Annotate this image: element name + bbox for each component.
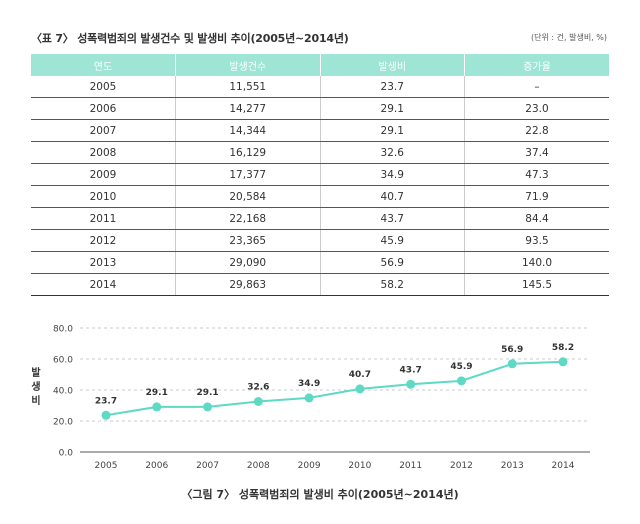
cell-growth: 145.5 xyxy=(464,273,609,296)
cell-rate: 58.2 xyxy=(319,273,465,296)
data-table: 연도 발생건수 발생비 증가율 2005 11,551 23.7– 2006 14,2… xyxy=(31,54,609,296)
data-point xyxy=(203,402,213,412)
table-header-row: 연도 발생건수 발생비 증가율 xyxy=(31,54,609,76)
header-rate: 발생비 xyxy=(319,54,465,76)
cell-count: 29,090 xyxy=(175,251,320,274)
cell-growth: 140.0 xyxy=(464,251,609,274)
line-chart: 0.0 20.0 40.0 60.0 80.0 발생비 2005 2006 2007 2008 20… xyxy=(31,325,590,471)
cell-rate: 34.9 xyxy=(319,163,465,186)
cell-year: 2005 xyxy=(31,76,176,98)
cell-growth: 84.4 xyxy=(464,207,609,230)
data-point xyxy=(355,384,365,394)
y-tick-label: 0.0 xyxy=(59,449,74,459)
cell-growth: 22.8 xyxy=(464,119,609,142)
cell-count: 29,863 xyxy=(175,273,320,296)
series-line xyxy=(105,360,564,417)
header-growth: 증가율 xyxy=(464,54,609,76)
cell-count: 22,168 xyxy=(175,207,320,230)
x-tick-label: 2012 xyxy=(450,461,473,471)
x-tick-label: 2009 xyxy=(298,461,321,471)
x-tick-label: 2005 xyxy=(95,461,118,471)
data-label: 40.7 xyxy=(349,370,371,380)
y-tick-label: 40.0 xyxy=(53,387,73,397)
cell-growth: 37.4 xyxy=(464,141,609,164)
data-label: 45.9 xyxy=(450,362,472,372)
table-row: 2012 23,365 45.9 93.5 xyxy=(31,229,609,252)
data-label: 23.7 xyxy=(95,396,117,406)
x-tick-label: 2008 xyxy=(247,461,270,471)
cell-rate: 43.7 xyxy=(319,207,465,230)
cell-rate: 23.7 xyxy=(319,76,465,98)
cell-year: 2014 xyxy=(31,273,176,296)
data-point xyxy=(558,357,568,367)
x-tick-label: 2006 xyxy=(145,461,168,471)
cell-rate: 29.1 xyxy=(319,97,465,120)
cell-rate: 29.1 xyxy=(319,119,465,142)
cell-growth: 93.5 xyxy=(464,229,609,252)
table-row: 2013 29,090 56.9 140.0 xyxy=(31,251,609,274)
cell-count: 11,551 xyxy=(175,76,320,98)
cell-growth: 47.3 xyxy=(464,163,609,186)
cell-year: 2011 xyxy=(31,207,176,230)
data-point xyxy=(152,402,162,412)
cell-count: 23,365 xyxy=(175,229,320,252)
x-tick-label: 2007 xyxy=(196,461,219,471)
table-title: 〈표 7〉 성폭력범죄의 발생건수 및 발생비 추이(2005년~2014년) xyxy=(31,32,349,45)
data-label: 58.2 xyxy=(552,343,574,353)
table-row: 2009 17,377 34.9 47.3 xyxy=(31,163,609,186)
header-year: 연도 xyxy=(31,54,176,76)
data-point xyxy=(456,376,466,386)
y-tick-label: 20.0 xyxy=(53,418,73,428)
x-tick-label: 2013 xyxy=(501,461,524,471)
table-row: 2006 14,277 29.1 23.0 xyxy=(31,97,609,120)
cell-year: 2012 xyxy=(31,229,176,252)
figure-caption: 〈그림 7〉 성폭력범죄의 발생비 추이(2005년~2014년) xyxy=(181,488,459,501)
cell-year: 2009 xyxy=(31,163,176,186)
y-axis-label: 생 xyxy=(31,380,40,393)
table-row: 2010 20,584 40.7 71.9 xyxy=(31,185,609,208)
x-tick-label: 2011 xyxy=(399,461,422,471)
table-row: 2011 22,168 43.7 84.4 xyxy=(31,207,609,230)
data-point xyxy=(253,396,263,406)
x-tick-label: 2010 xyxy=(348,461,371,471)
data-label: 32.6 xyxy=(247,382,269,392)
table-row: 2005 11,551 23.7– xyxy=(31,76,609,98)
cell-count: 16,129 xyxy=(175,141,320,164)
cell-rate: 32.6 xyxy=(319,141,465,164)
cell-rate: 56.9 xyxy=(319,251,465,274)
cell-count: 14,277 xyxy=(175,97,320,120)
y-tick-label: 60.0 xyxy=(53,356,73,366)
cell-rate: 40.7 xyxy=(319,185,465,208)
cell-count: 20,584 xyxy=(175,185,320,208)
y-axis-label: 발 xyxy=(31,366,41,379)
cell-year: 2007 xyxy=(31,119,176,142)
cell-year: 2010 xyxy=(31,185,176,208)
header-count: 발생건수 xyxy=(175,54,320,76)
data-label: 29.1 xyxy=(196,388,218,398)
table-row: 2008 16,129 32.6 37.4 xyxy=(31,141,609,164)
cell-growth: 71.9 xyxy=(464,185,609,208)
data-point xyxy=(507,359,517,369)
unit-note: (단위 : 건, 발생비, %) xyxy=(531,33,607,42)
cell-year: 2013 xyxy=(31,251,176,274)
data-point xyxy=(304,393,314,403)
x-tick-label: 2014 xyxy=(552,461,575,471)
cell-year: 2006 xyxy=(31,97,176,120)
table-row: 2007 14,344 29.1 22.8 xyxy=(31,119,609,142)
data-label: 29.1 xyxy=(146,388,168,398)
cell-growth: 23.0 xyxy=(464,97,609,120)
cell-rate: 45.9 xyxy=(319,229,465,252)
cell-count: 17,377 xyxy=(175,163,320,186)
cell-count: 14,344 xyxy=(175,119,320,142)
y-axis-label: 비 xyxy=(31,394,40,407)
data-label: 56.9 xyxy=(501,345,523,355)
table-row: 2014 29,863 58.2 145.5 xyxy=(31,273,609,296)
data-label: 43.7 xyxy=(400,365,422,375)
cell-growth: – xyxy=(464,76,609,98)
data-point xyxy=(101,410,111,420)
y-tick-label: 80.0 xyxy=(53,325,73,335)
data-label: 34.9 xyxy=(298,379,320,389)
cell-year: 2008 xyxy=(31,141,176,164)
data-point xyxy=(406,379,416,389)
